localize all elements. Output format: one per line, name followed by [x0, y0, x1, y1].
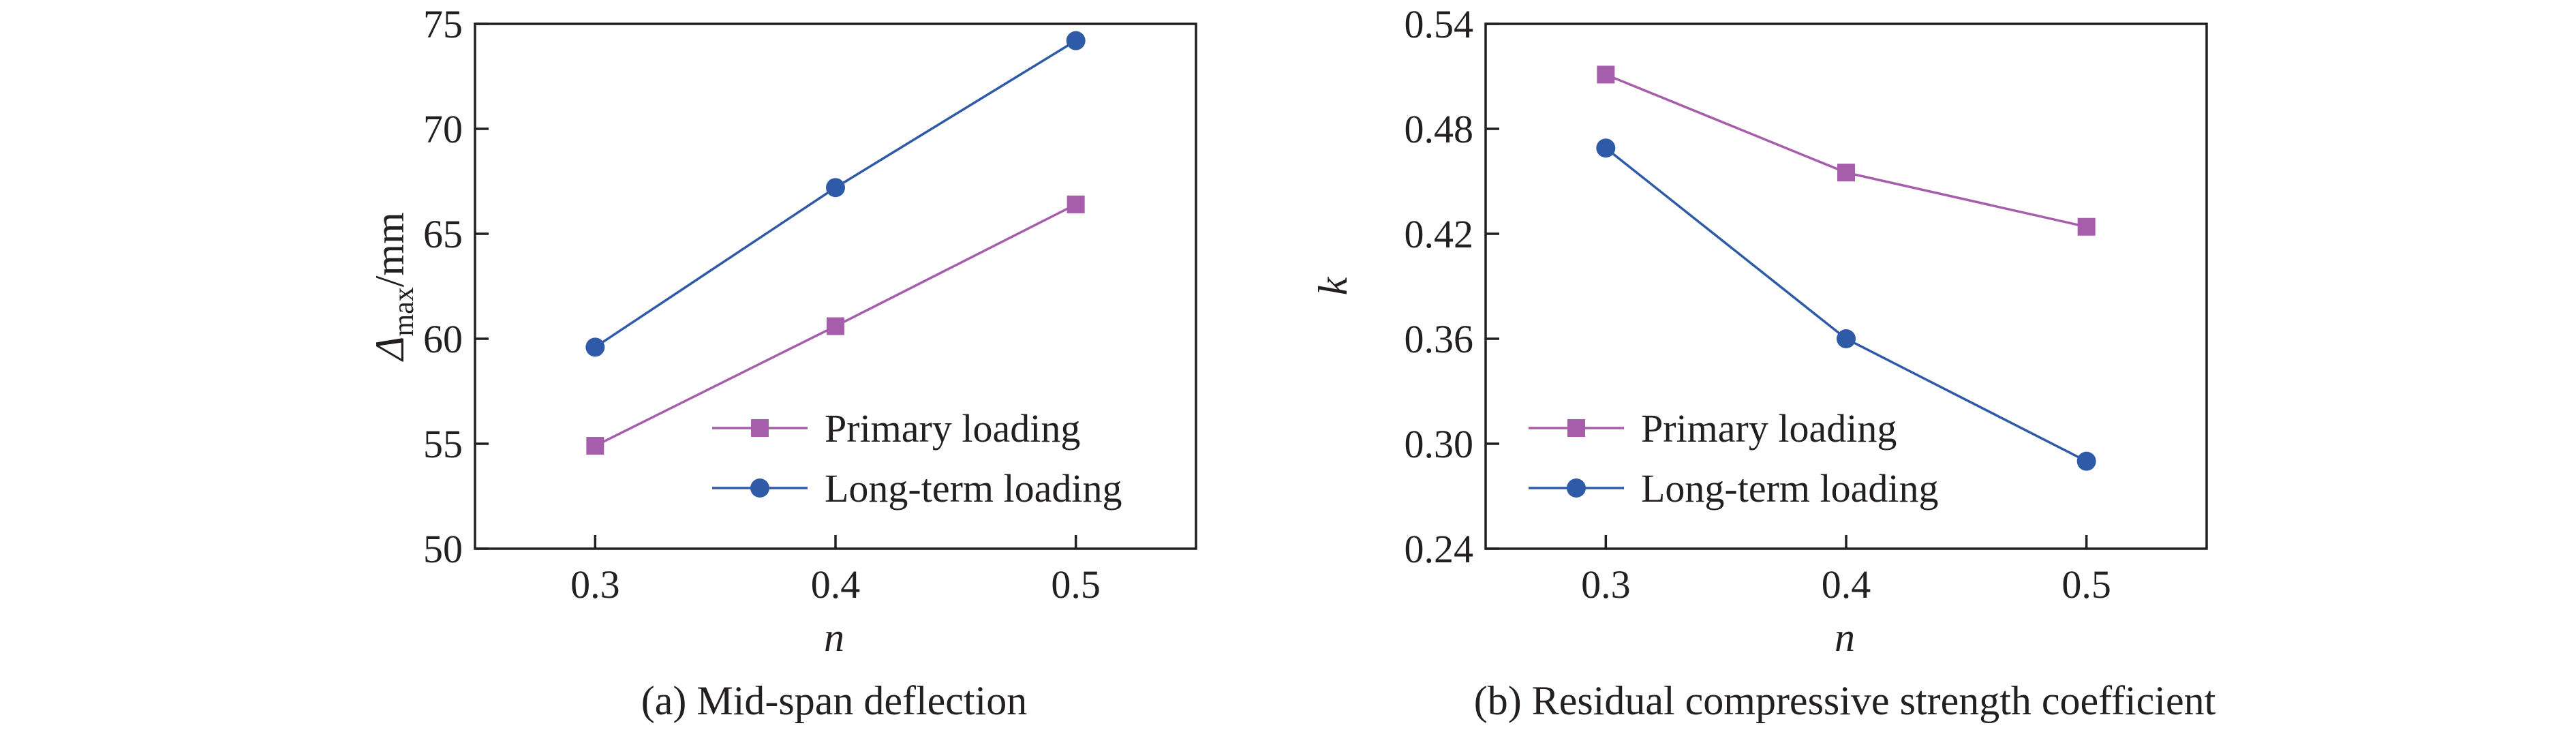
y-axis-label-subscript: max [388, 287, 420, 336]
y-tick-labels: 0.24 0.30 0.36 0.42 0.48 0.54 [1405, 2, 1474, 571]
series [1596, 65, 2096, 471]
legend-marker [1567, 419, 1585, 437]
legend: Primary loading Long-term loading [1529, 406, 1939, 511]
legend-item: Long-term loading [712, 466, 1122, 511]
legend-item: Long-term loading [1529, 466, 1939, 511]
legend-item: Primary loading [1529, 406, 1897, 451]
data-point [1066, 31, 1086, 50]
legend-label: Primary loading [1641, 406, 1897, 451]
panel-a-mid-span-deflection: 50 55 60 65 70 75 0.3 0.4 0.5 n Δmax/mm Primary… [367, 2, 1197, 723]
y-tick-label: 0.36 [1405, 317, 1474, 361]
x-tick-label: 0.5 [1051, 562, 1101, 607]
axis-ticks [1486, 22, 2088, 550]
x-tick-label: 0.3 [570, 562, 620, 607]
y-tick-labels: 50 55 60 65 70 75 [423, 2, 463, 571]
data-point [2077, 217, 2096, 236]
x-tick-labels: 0.3 0.4 0.5 [1581, 562, 2111, 607]
panel-caption: (b) Residual compressive strength coeffi… [1474, 678, 2216, 723]
data-point [1837, 164, 1855, 182]
series-long-term-loading [1596, 138, 2096, 471]
legend-label: Long-term loading [825, 466, 1122, 511]
panel-caption: (a) Mid-span deflection [641, 678, 1027, 723]
y-tick-label: 0.30 [1405, 422, 1474, 466]
y-tick-label: 50 [423, 527, 463, 571]
x-tick-label: 0.3 [1581, 562, 1631, 607]
data-point [826, 178, 845, 198]
x-tick-labels: 0.3 0.4 0.5 [570, 562, 1101, 607]
legend-marker [750, 478, 769, 498]
legend: Primary loading Long-term loading [712, 406, 1122, 511]
x-axis-label: n [1835, 615, 1855, 660]
data-point [586, 437, 604, 455]
y-tick-label: 0.54 [1405, 2, 1474, 46]
y-tick-label: 65 [423, 212, 463, 256]
x-tick-label: 0.4 [1822, 562, 1871, 607]
legend-item: Primary loading [712, 406, 1080, 451]
x-tick-label: 0.5 [2061, 562, 2111, 607]
data-point [827, 317, 844, 335]
data-point [2076, 451, 2096, 471]
panel-b-residual-compressive-strength: 0.24 0.30 0.36 0.42 0.48 0.54 0.3 0.4 0.5 n k P… [1310, 2, 2216, 723]
y-axis-label: k [1310, 276, 1355, 295]
series-primary-loading [586, 195, 1085, 455]
y-tick-label: 75 [423, 2, 463, 46]
series-long-term-loading [585, 31, 1086, 357]
legend-label: Long-term loading [1641, 466, 1939, 511]
legend-label: Primary loading [825, 406, 1080, 451]
y-axis-label-unit: /mm [367, 212, 412, 287]
data-point [1596, 138, 1616, 158]
data-point [585, 337, 605, 357]
legend-marker [1567, 478, 1586, 498]
y-tick-label: 0.24 [1405, 527, 1474, 571]
y-tick-label: 70 [423, 107, 463, 151]
series-primary-loading [1597, 65, 2096, 236]
legend-marker [751, 419, 769, 437]
y-tick-label: 0.48 [1405, 107, 1474, 151]
y-axis-label: Δmax/mm [367, 212, 420, 362]
data-point [1067, 195, 1085, 213]
axis-ticks [475, 22, 1077, 550]
x-tick-label: 0.4 [811, 562, 861, 607]
data-point [1597, 65, 1615, 84]
y-tick-label: 0.42 [1405, 212, 1474, 256]
data-point [1837, 329, 1856, 348]
series [585, 31, 1086, 455]
x-axis-label: n [824, 615, 844, 660]
y-axis-label-symbol: Δ [367, 337, 412, 362]
y-tick-label: 60 [423, 317, 463, 361]
y-tick-label: 55 [423, 422, 463, 466]
